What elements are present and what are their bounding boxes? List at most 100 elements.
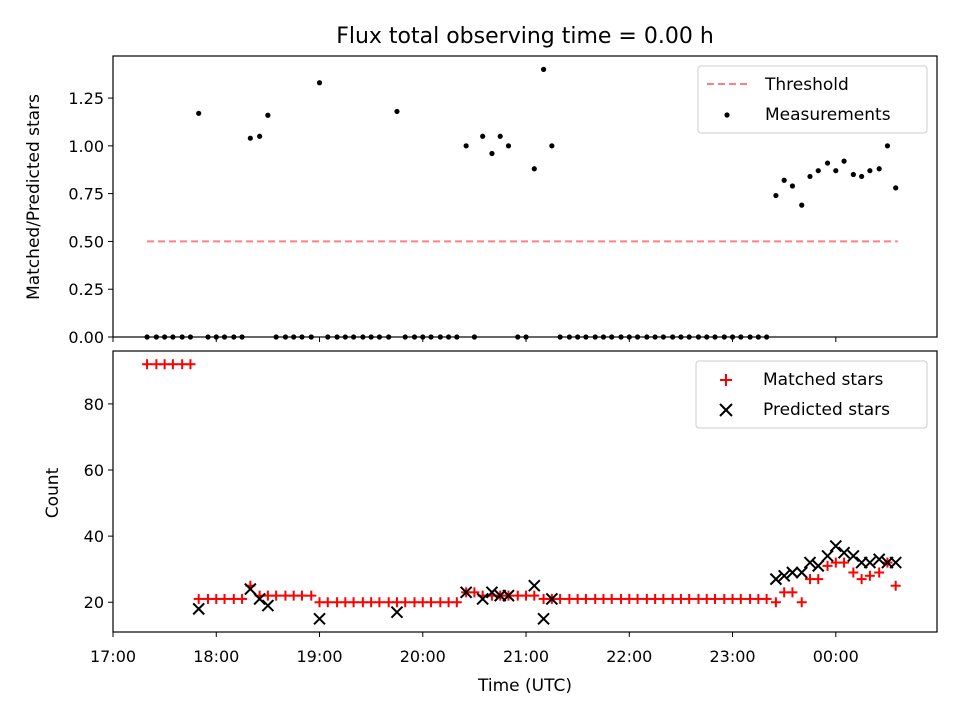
measurement-point [394, 108, 400, 115]
bottom-x-tick-label: 23:00 [709, 647, 755, 666]
predicted-point [192, 602, 205, 616]
predicted-point [872, 553, 886, 566]
measurement-point [876, 166, 882, 172]
matched-point [348, 597, 359, 608]
predicted-point [821, 549, 834, 563]
measurement-point [497, 133, 503, 139]
measurement-point [850, 171, 856, 178]
measurement-point [867, 168, 873, 174]
matched-point [822, 560, 833, 571]
bottom-y-tick-label: 80 [84, 395, 104, 414]
bottom-x-axis-label: Time (UTC) [477, 676, 572, 696]
bottom-legend: Matched stars Predicted stars [695, 360, 928, 429]
predicted-point [244, 582, 257, 596]
measurement-point [480, 133, 486, 139]
predicted-point [459, 586, 473, 599]
matched-point [813, 574, 824, 585]
predicted-point [803, 556, 817, 569]
top-axes-frame [112, 55, 938, 338]
bottom-axes-frame [112, 350, 938, 633]
measurement-point [316, 80, 323, 86]
matched-point [787, 587, 798, 598]
bottom-y-axis-label: Count [43, 467, 63, 518]
top-y-tick-label: 0.25 [68, 280, 104, 299]
measurement-point [773, 192, 779, 199]
predicted-point [786, 566, 799, 579]
predicted-point [837, 546, 851, 559]
measurements-legend-swatch [724, 112, 730, 118]
bottom-x-tick-label: 20:00 [400, 647, 446, 666]
top-y-axis-label: Matched/Predicted stars [24, 94, 44, 300]
matched-point [296, 590, 307, 601]
matched-point [142, 359, 153, 370]
predicted-point [769, 572, 783, 586]
matched-point [374, 597, 385, 608]
predicted-point [863, 556, 877, 569]
predicted-point [889, 556, 902, 569]
matched-point [580, 593, 591, 604]
matched-point [185, 359, 196, 370]
measurement-point [257, 133, 263, 139]
threshold-legend-label: Threshold [764, 75, 849, 95]
matched-point [632, 593, 643, 604]
measurement-point [196, 110, 202, 116]
measurement-point [859, 173, 865, 180]
measurement-point [799, 202, 805, 208]
matched-point [874, 567, 885, 578]
bottom-y-tick-label: 40 [84, 527, 104, 546]
matched-point [709, 593, 720, 604]
matched-point [271, 590, 282, 601]
bottom-x-tick-label: 00:00 [813, 647, 859, 666]
matched-point [848, 567, 859, 578]
measurement-point [265, 112, 271, 118]
measurement-point [505, 143, 512, 149]
matched-point [167, 359, 178, 370]
bottom-x-tick-label: 17:00 [90, 647, 136, 666]
bottom-x-tick-label: 18:00 [193, 647, 239, 666]
predicted-point [528, 579, 541, 592]
bottom-x-tick-label: 19:00 [296, 647, 342, 666]
predicted-point [502, 589, 515, 602]
predicted-point [537, 612, 550, 625]
matched-point [426, 597, 437, 608]
bottom-x-tick-label: 22:00 [606, 647, 652, 666]
predicted-point [390, 605, 404, 619]
measurement-point [781, 177, 787, 183]
matched-point [839, 557, 850, 568]
matched-point [469, 587, 480, 598]
predicted-point [313, 612, 326, 625]
measurement-point [893, 185, 899, 191]
matched-point [890, 580, 901, 591]
measurement-point [815, 168, 821, 174]
measurement-point [841, 158, 847, 164]
measurement-point [540, 66, 547, 72]
matched-point [761, 593, 772, 604]
bottom-x-tick-label: 21:00 [503, 647, 549, 666]
measurement-point [833, 168, 839, 174]
top-y-tick-label: 0.00 [68, 328, 104, 347]
predicted-point [777, 569, 791, 583]
measurement-point [549, 143, 555, 149]
matched-point [400, 597, 411, 608]
predicted-point [795, 566, 808, 579]
measurement-point [789, 183, 796, 189]
measurement-point [884, 143, 891, 149]
bottom-y-tick-label: 60 [84, 461, 104, 480]
bottom-legend-box [695, 360, 928, 429]
top-y-tick-label: 1.00 [68, 137, 104, 156]
predicted-point [261, 599, 275, 612]
matched-point [219, 593, 230, 604]
measurement-point [247, 135, 253, 141]
predicted-point [829, 539, 843, 553]
matched-point [237, 593, 248, 604]
matched-point [306, 590, 317, 601]
predicted-point [545, 592, 559, 606]
matched-point [451, 597, 462, 608]
matched-point [856, 574, 867, 585]
matched-point [322, 597, 333, 608]
predicted-legend-label: Predicted stars [763, 400, 890, 420]
matched-point [193, 593, 204, 604]
matched-point [864, 570, 875, 581]
matched-point [684, 593, 695, 604]
